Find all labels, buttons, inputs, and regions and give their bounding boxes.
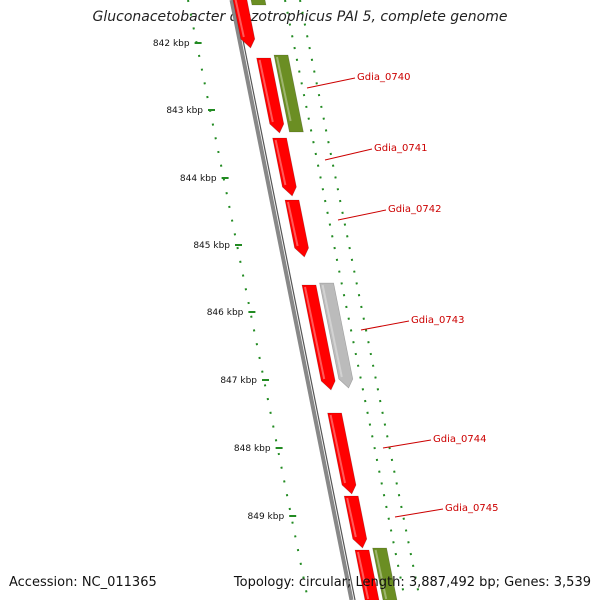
gene-highlight (274, 139, 287, 186)
kbp-label: 847 kbp (220, 376, 257, 386)
backbone-line (234, 0, 356, 600)
gene-feature (232, 0, 256, 49)
gene-feature (327, 412, 357, 495)
scale-dotted-line (284, 0, 406, 600)
gene-leader (306, 77, 356, 89)
gene-label: Gdia_0742 (388, 204, 441, 215)
gene-feature (343, 495, 368, 549)
gene-label: Gdia_0741 (374, 143, 427, 154)
gene-highlight (258, 59, 274, 123)
gene-feature (250, 0, 267, 6)
scale-ticks (187, 0, 421, 600)
backbone-line (229, 0, 354, 600)
genome-summary-text: Topology: circular; Length: 3,887,492 bp… (233, 575, 591, 590)
gene-leader (394, 508, 444, 518)
gene-feature (272, 137, 297, 197)
gene-highlight (357, 551, 370, 600)
gene-highlight (276, 56, 292, 122)
kbp-label: 842 kbp (153, 39, 190, 49)
gene-highlight (374, 549, 388, 600)
accession-text: Accession: NC_011365 (9, 575, 157, 590)
kbp-label: 846 kbp (207, 308, 244, 318)
gene-highlight (234, 0, 245, 38)
kbp-label: 845 kbp (193, 241, 230, 251)
gene-track (232, 0, 398, 600)
gene-leader (382, 439, 432, 449)
backbone (229, 0, 356, 600)
kbp-label: 848 kbp (234, 444, 271, 454)
kbp-label: 843 kbp (166, 106, 203, 116)
kbp-label: 849 kbp (248, 512, 285, 522)
gene-label: Gdia_0740 (357, 72, 410, 83)
gene-feature (256, 57, 285, 134)
gene-label: Gdia_0744 (433, 434, 486, 445)
gene-feature (372, 547, 398, 600)
gene-feature (319, 282, 354, 389)
gene-highlight (304, 286, 326, 380)
gene-feature (284, 199, 309, 258)
gene-highlight (321, 284, 343, 378)
gene-leader (324, 148, 373, 161)
gene-feature (354, 549, 380, 600)
kbp-label: 844 kbp (180, 174, 217, 184)
gene-highlight (329, 414, 346, 484)
gene-leader (360, 320, 410, 331)
label-leaders (306, 77, 444, 518)
gene-label: Gdia_0745 (445, 503, 498, 514)
gene-feature (273, 54, 304, 133)
labels: 842 kbp 843 kbp 844 kbp 845 kbp 846 kbp 847 k… (153, 39, 499, 522)
map-title: Gluconacetobacter diazotrophicus PAI 5, … (92, 9, 508, 25)
gene-highlight (287, 201, 299, 247)
gene-leader (337, 209, 387, 221)
gene-highlight (346, 497, 357, 538)
gene-feature (301, 284, 336, 391)
gene-label: Gdia_0743 (411, 315, 464, 326)
